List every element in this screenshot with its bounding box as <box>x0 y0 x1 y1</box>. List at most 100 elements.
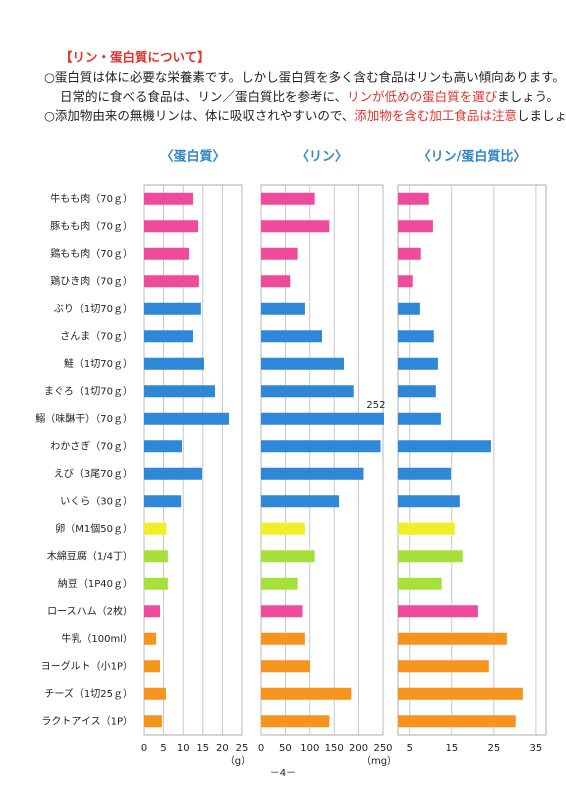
x-tick-label: 0 <box>258 743 264 754</box>
bar <box>398 715 516 728</box>
category-label: 鶏ひき肉（70ｇ） <box>50 274 133 287</box>
text-line: ○蛋白質は体に必要な栄養素です。しかし蛋白質を多く含む食品はリンも高い傾向ありま… <box>44 70 565 85</box>
text: しましょう。 <box>517 108 566 123</box>
value-label: 252 <box>366 400 385 411</box>
bar <box>261 632 305 645</box>
category-label: 卵（M1個50ｇ） <box>55 522 133 535</box>
x-tick-label: 200 <box>349 743 368 754</box>
bar <box>144 412 230 425</box>
bar <box>144 302 201 315</box>
bar <box>144 687 166 700</box>
bar <box>398 687 523 700</box>
x-tick-label: 0 <box>141 743 147 754</box>
x-tick-label: 25 <box>487 743 500 754</box>
bar <box>261 660 310 673</box>
text: ○添加物由来の無機リンは、体に吸収されやすいので、 <box>44 108 354 123</box>
bar <box>398 522 455 535</box>
chart-title: 〈リン/蛋白質比〉 <box>418 149 527 165</box>
bar <box>144 495 182 508</box>
x-tick-label: 20 <box>216 743 229 754</box>
bar <box>398 440 491 453</box>
category-label: 鰯（味醂干）（70ｇ） <box>35 412 133 425</box>
bar <box>261 275 291 288</box>
category-label: えび（3尾70ｇ） <box>54 468 133 480</box>
x-tick-label: 15 <box>196 743 209 754</box>
bar <box>144 192 193 205</box>
bar <box>398 220 433 233</box>
category-label: 鮭（1切70ｇ） <box>64 357 133 370</box>
axis-unit: （g） <box>225 755 251 767</box>
bar <box>261 522 305 535</box>
bar <box>144 467 203 480</box>
bar <box>398 550 463 563</box>
text-emphasis: リンが低めの蛋白質を選び <box>347 89 498 104</box>
bar <box>261 302 305 315</box>
bar <box>144 275 199 288</box>
category-label: 牛乳（100ml） <box>61 632 133 645</box>
x-tick-label: 5 <box>407 743 413 754</box>
bar <box>144 357 204 370</box>
bar <box>398 302 420 315</box>
text-emphasis: 添加物を含む加工食品は注意 <box>354 108 517 123</box>
category-label: ヨーグルト（小1P） <box>41 659 133 672</box>
category-label: 納豆（1P40ｇ） <box>58 577 133 590</box>
bar <box>261 495 340 508</box>
bar <box>398 577 442 590</box>
category-label: チーズ（1切25ｇ） <box>44 687 133 700</box>
category-label: 鶏もも肉（70ｇ） <box>50 247 133 260</box>
bar <box>261 330 322 343</box>
category-label: 牛もも肉（70ｇ） <box>50 192 133 205</box>
bar <box>261 192 315 205</box>
bar <box>144 632 157 645</box>
bar <box>261 440 381 453</box>
bar <box>398 632 507 645</box>
bar <box>398 467 451 480</box>
bar <box>261 385 354 398</box>
category-label: ぶり（1切70ｇ） <box>54 303 133 315</box>
x-tick-label: 100 <box>300 743 319 754</box>
bar <box>144 220 199 233</box>
bar <box>398 495 460 508</box>
bar <box>261 357 344 370</box>
x-tick-label: 15 <box>445 743 458 754</box>
x-tick-label: 250 <box>373 743 392 754</box>
bar <box>144 550 168 563</box>
bar <box>398 330 434 343</box>
x-tick-label: 10 <box>177 743 190 754</box>
bar <box>144 605 161 618</box>
bar <box>261 577 298 590</box>
bar <box>398 605 478 618</box>
category-label: さんま（70ｇ） <box>60 330 133 342</box>
x-tick-label: 25 <box>236 743 249 754</box>
category-label: 豚もも肉（70ｇ） <box>50 219 133 232</box>
axis-unit: （mg） <box>361 755 397 767</box>
x-tick-label: 35 <box>530 743 543 754</box>
bar <box>398 247 421 260</box>
text: ましょう。 <box>497 89 559 104</box>
plot-area <box>260 184 384 736</box>
x-tick-label: 50 <box>279 743 292 754</box>
chart-title: 〈蛋白質〉 <box>160 149 225 165</box>
category-label: 木綿豆腐（1/4丁） <box>47 549 133 562</box>
bar <box>261 605 303 618</box>
text: 日常的に食べる食品は、リン／蛋白質比を参考に、 <box>60 89 347 104</box>
bar <box>261 687 352 700</box>
chart-title: 〈リン〉 <box>296 149 348 165</box>
text-line: ○添加物由来の無機リンは、体に吸収されやすいので、添加物を含む加工食品は注意しま… <box>44 108 566 123</box>
category-label: ロースハム（2枚） <box>47 604 133 617</box>
bar <box>144 715 163 728</box>
plot-area <box>143 184 243 736</box>
page-number: －4－ <box>270 768 296 779</box>
plot-area <box>397 184 547 736</box>
bar <box>398 385 436 398</box>
bar <box>144 577 168 590</box>
bar <box>144 330 193 343</box>
category-label: ラクトアイス（1P） <box>41 715 133 727</box>
bar <box>144 440 183 453</box>
bar <box>144 660 161 673</box>
bar <box>261 550 315 563</box>
bar <box>144 385 215 398</box>
bar <box>144 247 190 260</box>
title: 【リン・蛋白質について】 <box>60 50 210 65</box>
